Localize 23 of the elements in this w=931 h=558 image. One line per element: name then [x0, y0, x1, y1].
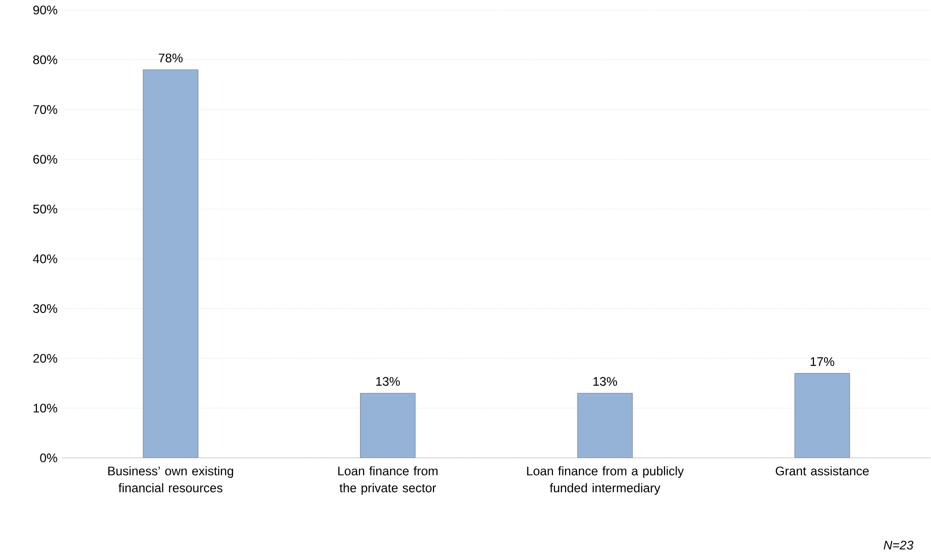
y-tick-label: 30% — [33, 304, 58, 314]
y-tick-label: 10% — [34, 404, 58, 413]
y-tick-label: 50% — [33, 204, 58, 214]
bar — [794, 373, 850, 458]
text: N=23 — [884, 540, 914, 550]
y-tick-label: 80% — [33, 55, 58, 64]
x-tick-label: Loan finance from the private sector — [338, 466, 438, 495]
x-tick-label: Grant assistance — [776, 466, 869, 476]
bar — [577, 393, 633, 458]
y-tick-label: 20% — [33, 354, 58, 363]
data-label: 17% — [810, 357, 834, 366]
y-tick-label: 40% — [33, 254, 58, 264]
data-label: 13% — [593, 377, 618, 386]
y-tick-label: 70% — [33, 105, 58, 114]
y-tick-label: 0% — [40, 454, 58, 462]
data-label: 13% — [376, 377, 400, 386]
bar — [142, 70, 198, 458]
x-tick-label: Business’ own existing financial resources — [108, 466, 234, 492]
x-tick-label: Loan finance from a publicly funded intermediary — [527, 466, 684, 495]
data-label: 78% — [158, 54, 183, 62]
y-tick-label: 60% — [33, 154, 58, 164]
bar — [360, 393, 416, 458]
y-tick-label: 90% — [33, 6, 58, 14]
